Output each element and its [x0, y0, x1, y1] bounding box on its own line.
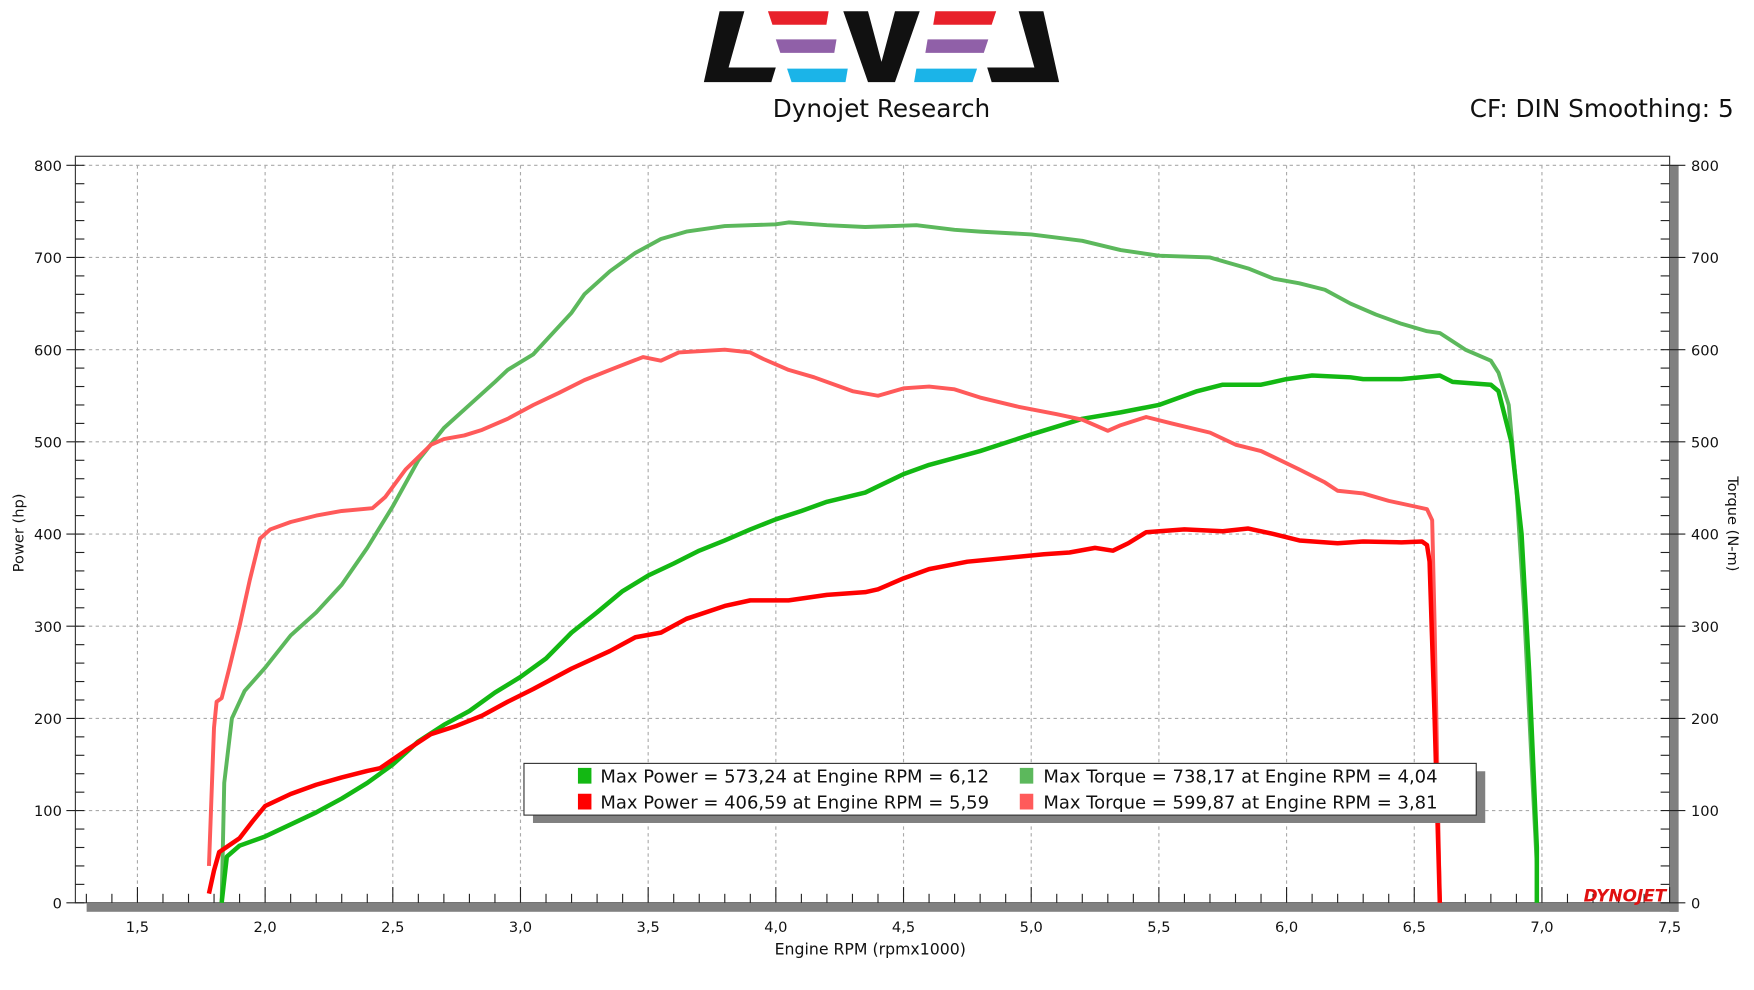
- y-tick-label: 600: [34, 342, 62, 359]
- x-tick-label: 1,5: [126, 919, 149, 936]
- x-tick-label: 3,0: [509, 919, 532, 936]
- y-tick-label: 200: [34, 711, 62, 728]
- logo-bar-left: [767, 11, 829, 25]
- y2-tick-label: 400: [1691, 527, 1719, 544]
- logo-bar-right: [925, 39, 989, 53]
- legend-swatch-run2-power: [577, 793, 592, 810]
- series-line-run1-torque: [219, 220, 1539, 903]
- legend-box: [523, 762, 1477, 816]
- logo-bar-right: [933, 11, 997, 25]
- legend-swatch-run1-power: [577, 767, 592, 784]
- logo-bar-right: [914, 68, 978, 83]
- y-axis-label: Power (hp): [11, 494, 28, 573]
- x-tick-label: 3,5: [637, 919, 660, 936]
- y2-tick-label: 100: [1691, 803, 1719, 820]
- y2-tick-label: 700: [1691, 250, 1719, 267]
- logo-letter-l-mirrored: [987, 11, 1060, 83]
- ticks: 1,5 2,0 2,5 3,0 3,5 4,0 4,5 5,0 5,5 6,0 6,5 7,0 7,5 0…: [34, 158, 1719, 936]
- dynojet-watermark: DYNOJET: [1584, 886, 1668, 906]
- legend-entry-run1-torque: Max Torque = 738,17 at Engine RPM = 4,04: [1043, 767, 1437, 788]
- legend-swatch-run2-torque: [1019, 793, 1034, 810]
- x-tick-label: 6,5: [1403, 919, 1426, 936]
- legend-entry-run2-power: Max Power = 406,59 at Engine RPM = 5,59: [600, 792, 989, 813]
- y-tick-label: 700: [34, 250, 62, 267]
- x-tick-label: 4,0: [764, 919, 787, 936]
- x-tick-label: 7,5: [1658, 919, 1681, 936]
- x-tick-label: 4,5: [892, 919, 915, 936]
- y-tick-label: 100: [34, 803, 62, 820]
- y-tick-label: 400: [34, 527, 62, 544]
- series-lines: [206, 220, 1540, 904]
- y-tick-label: 0: [53, 895, 62, 912]
- x-tick-label: 2,0: [254, 919, 277, 936]
- logo-letter-v: [843, 11, 920, 83]
- logo: [703, 11, 1060, 83]
- series-line-run2-power: [206, 526, 1443, 903]
- x-tick-label: 7,0: [1530, 919, 1553, 936]
- logo-letter-l: [703, 11, 776, 83]
- x-tick-label: 6,0: [1275, 919, 1298, 936]
- y2-tick-label: 600: [1691, 342, 1719, 359]
- plot-shadow-bottom: [86, 902, 1679, 912]
- legend-entry-run1-power: Max Power = 573,24 at Engine RPM = 6,12: [600, 767, 989, 788]
- x-axis-label: Engine RPM (rpmx1000): [775, 940, 966, 959]
- x-tick-label: 5,0: [1020, 919, 1043, 936]
- y-tick-label: 500: [34, 434, 62, 451]
- cf-info: CF: DIN Smoothing: 5: [1470, 94, 1734, 123]
- series-line-run1-power: [219, 373, 1540, 904]
- y-tick-label: 300: [34, 619, 62, 636]
- y-tick-label: 800: [34, 158, 62, 175]
- legend: Max Power = 573,24 at Engine RPM = 6,12 …: [523, 762, 1486, 823]
- legend-swatch-run1-torque: [1019, 767, 1034, 784]
- y2-tick-label: 200: [1691, 711, 1719, 728]
- header-title: Dynojet Research: [773, 94, 990, 123]
- plot-shadow-right: [1669, 165, 1679, 912]
- y2-tick-label: 0: [1691, 895, 1700, 912]
- legend-entry-run2-torque: Max Torque = 599,87 at Engine RPM = 3,81: [1043, 792, 1437, 813]
- x-tick-label: 2,5: [381, 919, 404, 936]
- x-tick-label: 5,5: [1147, 919, 1170, 936]
- logo-bar-left: [775, 39, 837, 53]
- y2-tick-label: 300: [1691, 619, 1719, 636]
- y2-axis-label: Torque (N-m): [1724, 475, 1741, 571]
- series-line-run2-torque: [206, 347, 1442, 903]
- y2-tick-label: 800: [1691, 158, 1719, 175]
- y2-tick-label: 500: [1691, 434, 1719, 451]
- logo-bar-left: [787, 68, 848, 83]
